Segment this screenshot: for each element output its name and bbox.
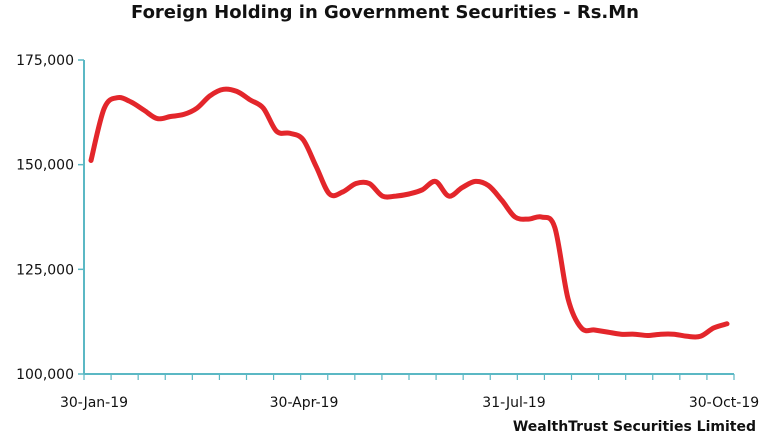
series-line xyxy=(88,86,730,340)
x-tick-label: 30-Oct-19 xyxy=(689,395,759,411)
y-tick-label: 175,000 xyxy=(16,53,74,69)
watermark: WealthTrust Securities Limited xyxy=(512,419,756,435)
x-axis: 30-Jan-19 30-Apr-19 31-Jul-19 30-Oct-19 xyxy=(60,373,759,411)
x-tick-label: 30-Jan-19 xyxy=(60,395,128,411)
y-tick-label: 100,000 xyxy=(16,367,74,383)
y-axis: 100,000 125,000 150,000 175,000 xyxy=(16,53,85,383)
chart-title: Foreign Holding in Government Securities… xyxy=(131,2,639,23)
x-tick-label: 31-Jul-19 xyxy=(482,395,545,411)
x-tick-label: 30-Apr-19 xyxy=(270,395,339,411)
series-layer xyxy=(88,86,730,340)
y-tick-label: 150,000 xyxy=(16,158,74,174)
y-tick-label: 125,000 xyxy=(16,262,74,278)
